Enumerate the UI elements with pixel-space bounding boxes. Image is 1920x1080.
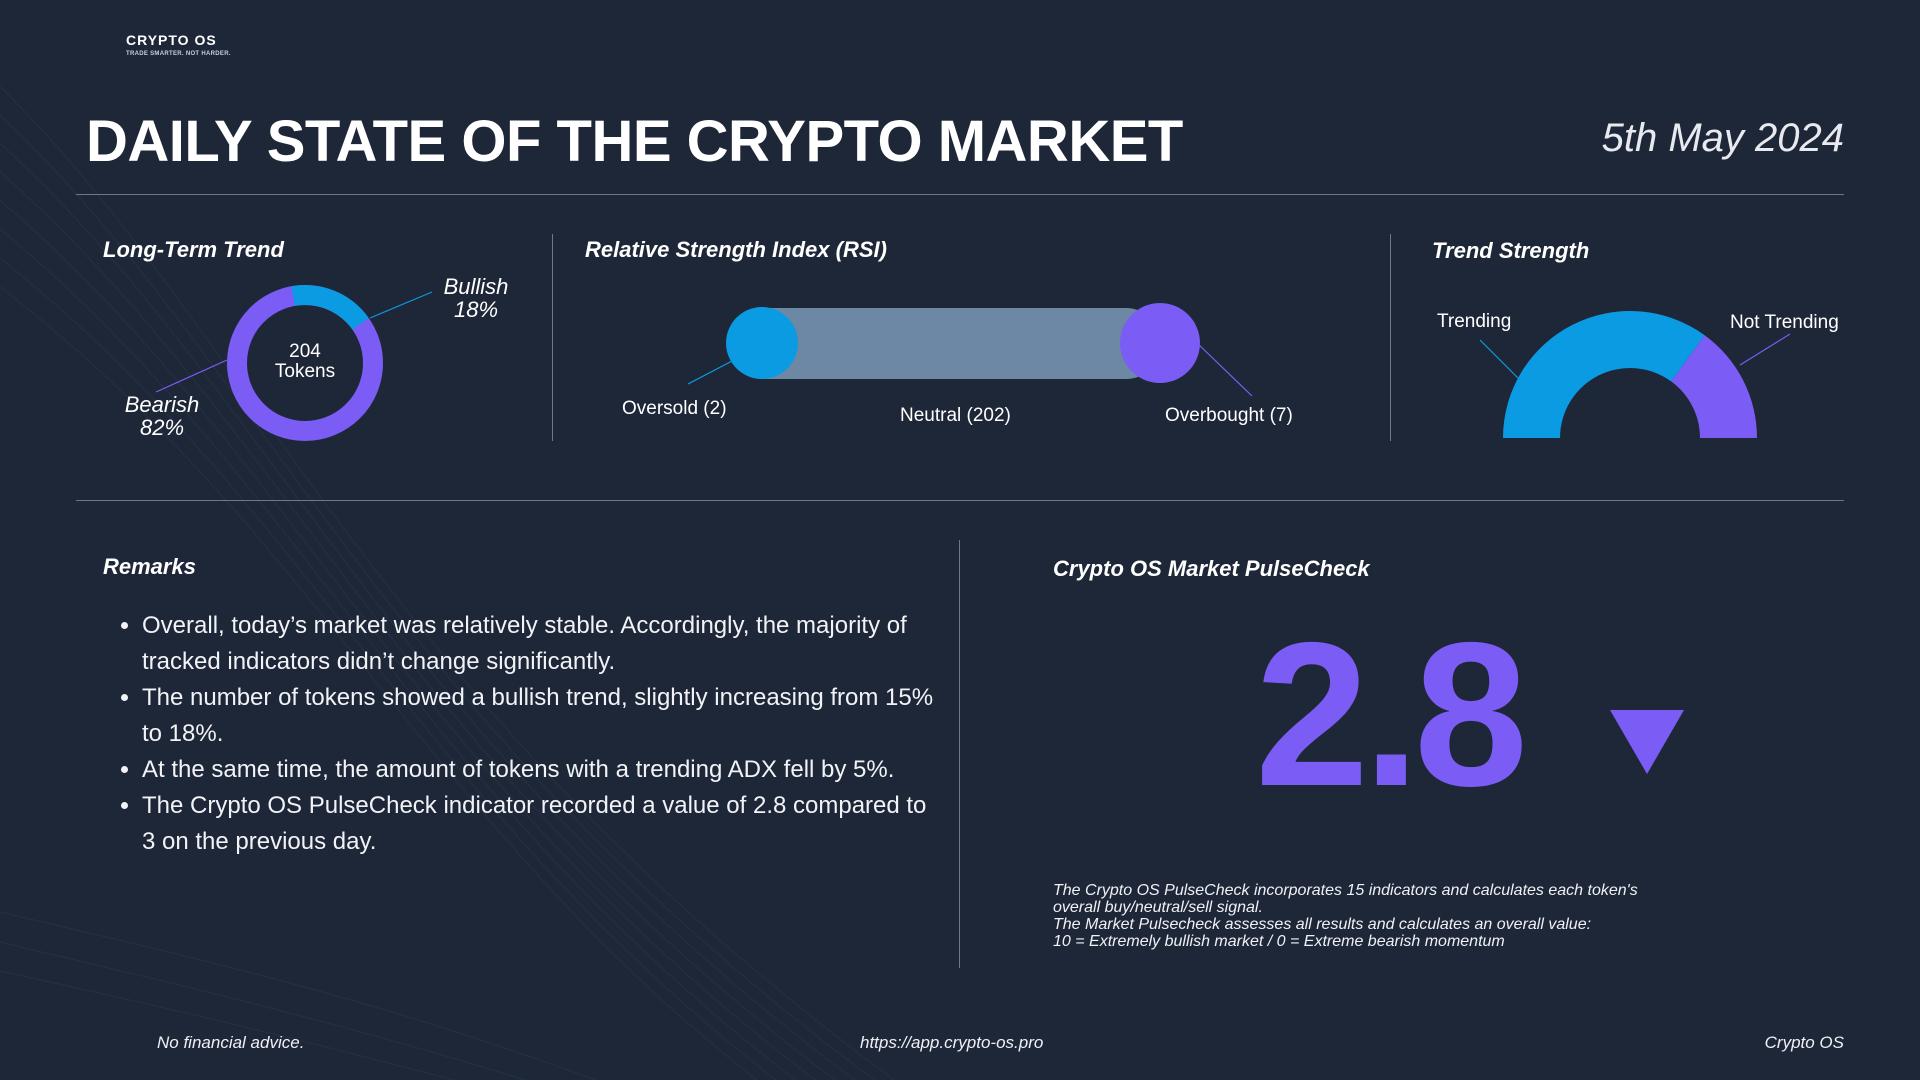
bullish-label: Bullish 18% <box>436 275 516 321</box>
remark-item: The Crypto OS PulseCheck indicator recor… <box>142 788 942 860</box>
section-divider-1 <box>552 234 553 441</box>
oversold-leader-line <box>687 359 735 385</box>
pulsecheck-description-line: overall buy/neutral/sell signal. <box>1053 899 1263 916</box>
remarks-list: Overall, today’s market was relatively s… <box>112 608 942 860</box>
long-term-trend-title: Long-Term Trend <box>103 237 284 262</box>
remark-item: At the same time, the amount of tokens w… <box>142 752 942 788</box>
rsi-neutral-bar <box>727 308 1161 379</box>
trending-leader-line <box>1479 339 1519 379</box>
crypto-os-logo-icon <box>77 31 116 64</box>
middle-divider <box>76 500 1844 501</box>
trend-strength-title: Trend Strength <box>1432 238 1590 263</box>
pulsecheck-value: 2.8 <box>1255 600 1528 829</box>
pulsecheck-title: Crypto OS Market PulseCheck <box>1053 556 1370 581</box>
report-date: 5th May 2024 <box>1601 116 1844 160</box>
overbought-leader-line <box>1195 341 1253 397</box>
bullish-pct: 18% <box>453 297 499 322</box>
pulsecheck-description-line: The Crypto OS PulseCheck incorporates 15… <box>1053 882 1638 899</box>
pulsecheck-description-line: The Market Pulsecheck assesses all resul… <box>1053 916 1592 933</box>
bearish-leader-line <box>155 359 228 393</box>
brand-tagline: TRADE SMARTER. NOT HARDER. <box>126 51 231 57</box>
remarks-title: Remarks <box>103 554 196 579</box>
donut-slice-bullish <box>227 285 383 441</box>
rsi-overbought-label: Overbought (7) <box>1165 405 1293 426</box>
header-divider <box>76 194 1844 195</box>
not-trending-leader-line <box>1739 333 1791 366</box>
footer-disclaimer: No financial advice. <box>157 1033 305 1052</box>
gauge-segment-trending <box>1503 311 1705 438</box>
pulsecheck-description-line: 10 = Extremely bullish market / 0 = Extr… <box>1053 933 1505 950</box>
section-divider-3 <box>959 540 960 968</box>
footer-brand: Crypto OS <box>1764 1033 1844 1052</box>
donut-center-label: 204 Tokens <box>265 342 345 382</box>
bearish-label: Bearish 82% <box>118 393 206 439</box>
triangle-down-icon <box>1610 710 1684 774</box>
bullish-label-text: Bullish <box>443 274 509 299</box>
not-trending-label: Not Trending <box>1730 312 1839 333</box>
donut-center-value: 204 <box>289 341 321 362</box>
donut-center-unit: Tokens <box>274 361 336 382</box>
bearish-label-text: Bearish <box>124 392 200 417</box>
rsi-oversold-dot <box>726 307 798 379</box>
long-term-trend-donut <box>227 285 383 441</box>
section-divider-2 <box>1390 234 1391 441</box>
rsi-overbought-dot <box>1120 303 1200 383</box>
bullish-leader-line <box>369 291 433 319</box>
rsi-neutral-label: Neutral (202) <box>900 405 1011 426</box>
trending-label: Trending <box>1437 311 1512 332</box>
remark-item: Overall, today’s market was relatively s… <box>142 608 942 680</box>
gauge-segment-not-trending <box>1671 335 1757 438</box>
rsi-title: Relative Strength Index (RSI) <box>585 237 887 262</box>
pulsecheck-description: The Crypto OS PulseCheck incorporates 15… <box>1053 882 1753 950</box>
remark-item: The number of tokens showed a bullish tr… <box>142 680 942 752</box>
page-title: DAILY STATE OF THE CRYPTO MARKET <box>86 109 1183 174</box>
bearish-pct: 82% <box>139 415 185 440</box>
brand-name: CRYPTO OS <box>126 32 217 48</box>
rsi-oversold-label: Oversold (2) <box>622 398 727 419</box>
footer-url[interactable]: https://app.crypto-os.pro <box>860 1033 1044 1052</box>
